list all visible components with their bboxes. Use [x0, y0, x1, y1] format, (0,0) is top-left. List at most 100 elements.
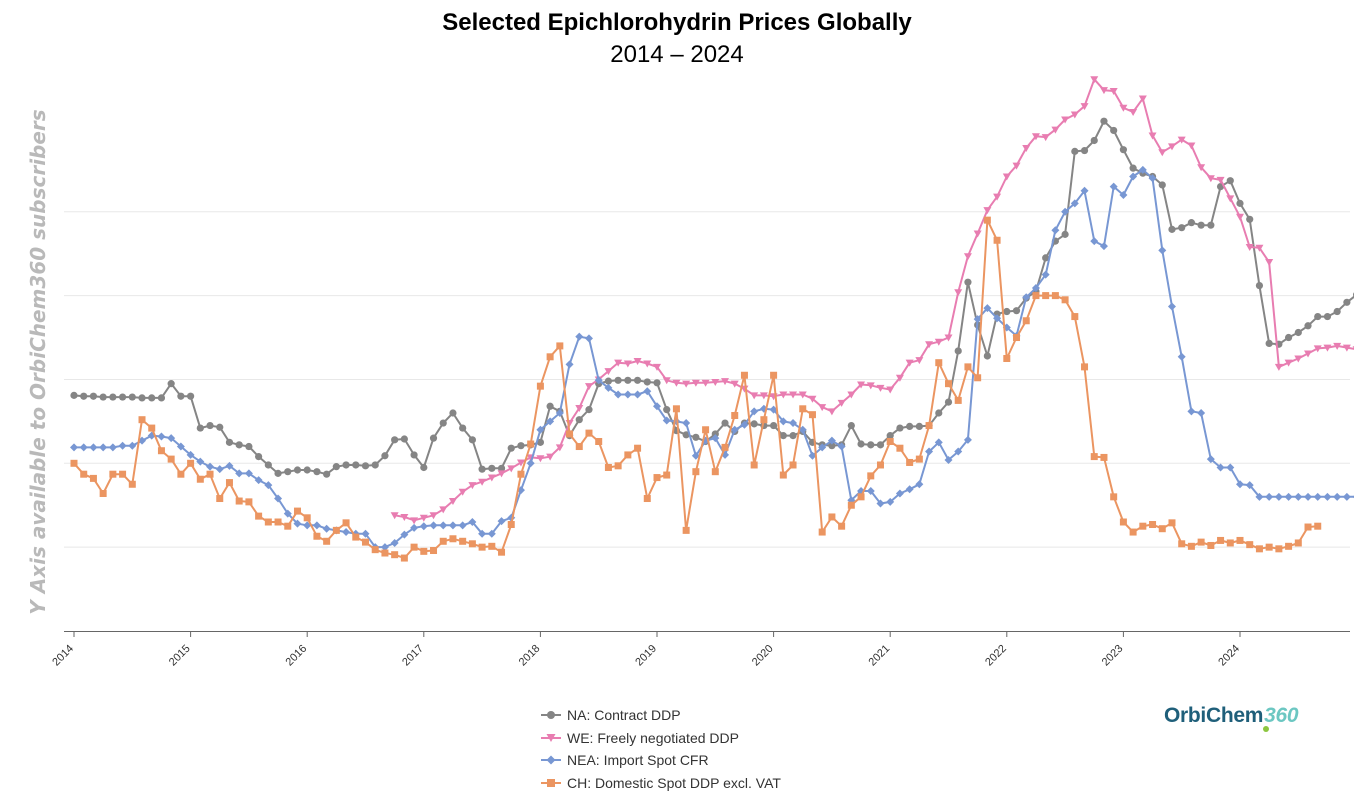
data-point	[886, 432, 894, 440]
data-point	[934, 438, 943, 447]
data-point	[915, 455, 923, 463]
data-point	[1343, 298, 1351, 306]
logo-word: OrbiChem	[1164, 704, 1264, 727]
data-point	[614, 359, 623, 367]
data-point	[1304, 523, 1312, 531]
data-point	[1168, 225, 1176, 233]
data-point	[1323, 312, 1332, 321]
data-point	[128, 441, 137, 450]
data-point	[478, 478, 487, 486]
data-point	[1167, 143, 1176, 151]
data-point	[1304, 350, 1313, 358]
data-point	[352, 461, 360, 469]
legend-item-ch[interactable]: CH: Domestic Spot DDP excl. VAT	[541, 772, 781, 795]
data-point	[983, 352, 991, 360]
data-point	[1012, 162, 1021, 170]
data-point	[935, 359, 943, 367]
data-point	[847, 421, 855, 430]
data-point	[546, 353, 554, 361]
data-point	[148, 394, 156, 402]
data-point	[99, 489, 107, 497]
data-point	[789, 419, 798, 428]
data-point	[1119, 104, 1128, 112]
data-point	[1226, 539, 1234, 547]
data-point	[167, 434, 176, 443]
data-point	[487, 529, 496, 538]
data-point	[643, 360, 652, 368]
data-point	[487, 474, 496, 482]
data-point	[323, 470, 331, 478]
data-point	[283, 509, 292, 518]
data-point	[400, 513, 409, 521]
data-point	[827, 408, 836, 416]
data-point	[80, 392, 88, 400]
data-point	[99, 443, 108, 452]
data-point	[1129, 164, 1137, 172]
data-point	[895, 489, 904, 498]
data-point	[808, 395, 817, 403]
data-point	[1119, 146, 1127, 154]
data-point	[740, 371, 748, 379]
data-point	[293, 466, 302, 474]
data-point	[1139, 522, 1147, 530]
legend-item-na[interactable]: NA: Contract DDP	[541, 704, 781, 727]
square-marker-icon	[541, 778, 561, 787]
data-point	[322, 524, 331, 533]
data-point	[1207, 541, 1215, 549]
data-point	[779, 391, 788, 399]
data-point	[915, 480, 924, 489]
data-point	[944, 398, 953, 406]
data-point	[517, 470, 525, 478]
data-point	[798, 391, 807, 399]
data-point	[1080, 103, 1089, 111]
data-point	[488, 542, 496, 550]
data-point	[216, 495, 224, 503]
data-point	[973, 315, 982, 324]
data-point	[789, 391, 798, 399]
data-point	[653, 363, 661, 371]
data-point	[1206, 455, 1215, 464]
data-point	[925, 447, 934, 456]
data-point	[381, 549, 389, 557]
data-point	[905, 485, 914, 494]
data-point	[886, 437, 894, 445]
data-point	[1216, 176, 1225, 184]
legend-item-we[interactable]: WE: Freely negotiated DDP	[541, 727, 781, 750]
data-point	[429, 512, 438, 520]
data-point	[750, 461, 758, 469]
legend-label-nea: NEA: Import Spot CFR	[567, 752, 709, 769]
data-point	[954, 447, 963, 456]
data-point	[215, 465, 224, 474]
chart-legend: NA: Contract DDP WE: Freely negotiated D…	[541, 704, 781, 794]
data-point	[186, 450, 195, 459]
data-point	[770, 421, 778, 430]
data-point	[624, 376, 632, 384]
data-point	[837, 399, 846, 407]
data-point	[691, 379, 700, 387]
data-point	[993, 314, 1002, 323]
data-point	[789, 432, 797, 440]
legend-item-nea[interactable]: NEA: Import Spot CFR	[541, 749, 781, 772]
data-point	[1099, 87, 1108, 95]
data-point	[1119, 190, 1128, 199]
data-point	[614, 462, 622, 470]
data-point	[303, 514, 311, 522]
data-point	[1313, 492, 1322, 501]
data-point	[896, 444, 904, 452]
data-point	[896, 424, 904, 432]
data-point	[536, 425, 545, 434]
series-line-0	[73, 120, 1354, 476]
data-point	[1323, 492, 1332, 501]
x-tick-label: 2014	[50, 643, 76, 669]
data-point	[1197, 408, 1206, 417]
data-point	[575, 332, 584, 341]
data-point	[867, 472, 875, 480]
data-point	[808, 411, 816, 419]
data-point	[118, 441, 127, 450]
data-point	[1197, 164, 1206, 172]
data-point	[128, 393, 136, 401]
data-point	[983, 216, 991, 224]
data-point	[1090, 76, 1099, 84]
chart-title: Selected Epichlorohydrin Prices Globally	[442, 9, 912, 36]
data-point	[255, 452, 263, 461]
